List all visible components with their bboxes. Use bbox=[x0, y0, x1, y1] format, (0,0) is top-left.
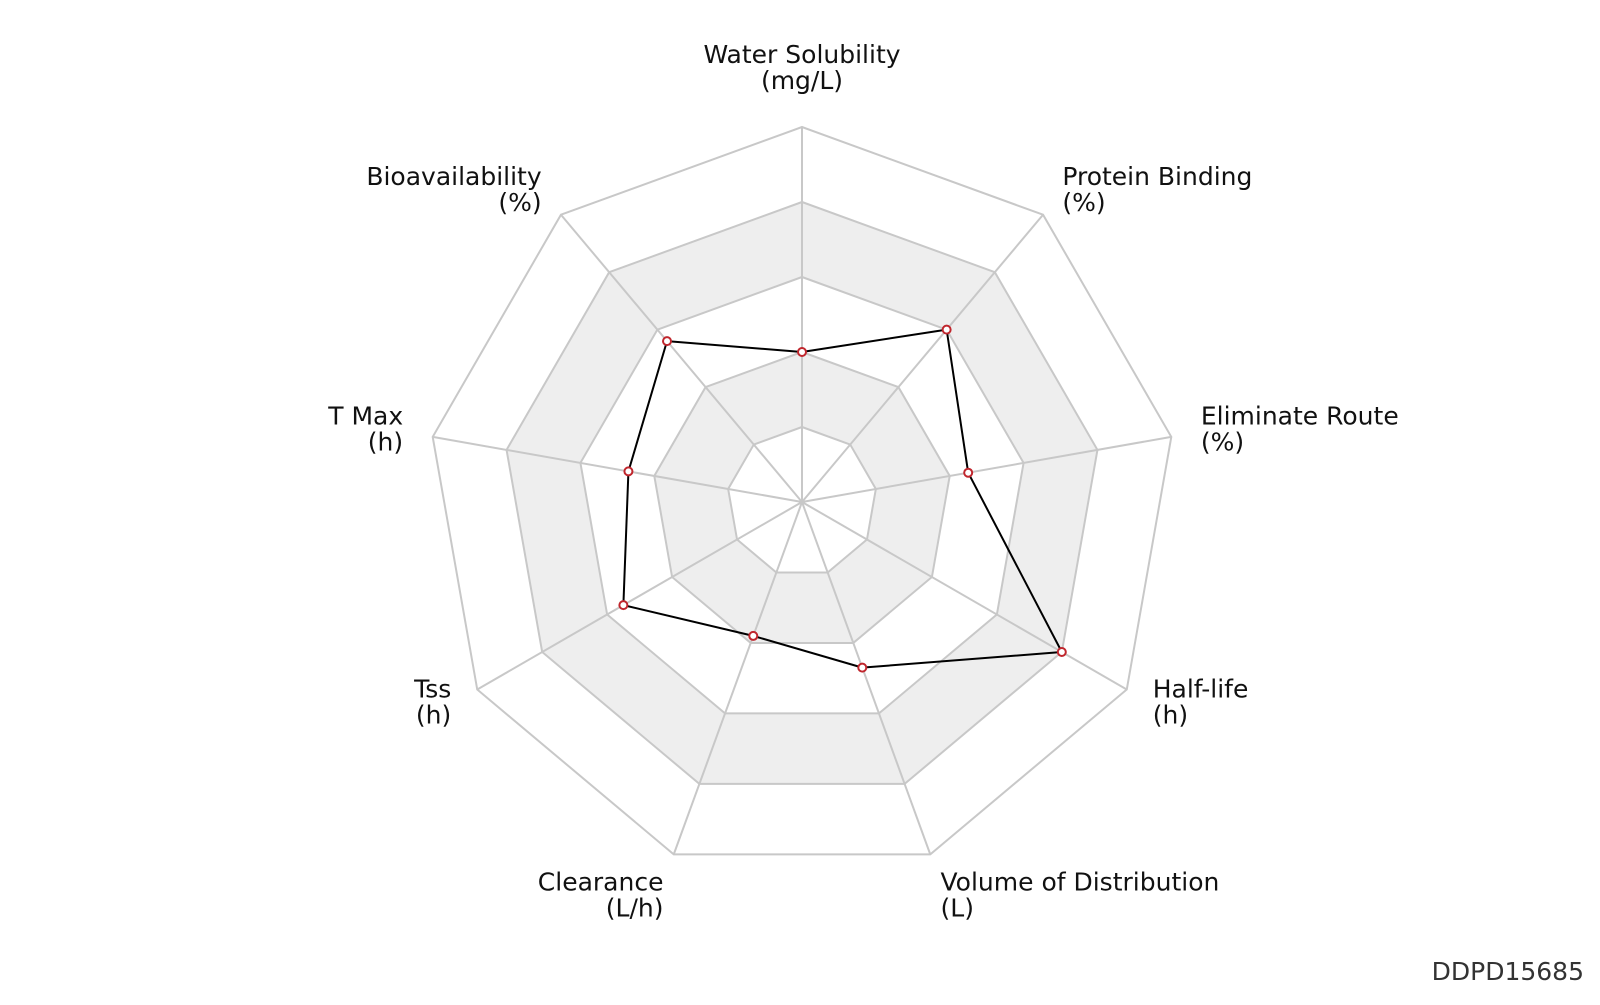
data-point-5 bbox=[857, 662, 868, 673]
data-point-3 bbox=[963, 467, 974, 478]
watermark-id: DDPD15685 bbox=[1431, 957, 1584, 986]
axis-label-name-6: Clearance bbox=[538, 868, 664, 897]
axis-label-9: Bioavailability (%) bbox=[366, 162, 542, 217]
axis-label-unit-2: (%) bbox=[1062, 188, 1105, 217]
axis-spoke-5 bbox=[801, 501, 932, 855]
axis-label-name-2: Protein Binding bbox=[1062, 162, 1252, 191]
data-point-1 bbox=[797, 347, 807, 357]
ring-line-2 bbox=[653, 350, 951, 644]
axis-label-5: Volume of Distribution (L) bbox=[941, 868, 1220, 923]
ring-line-5 bbox=[431, 125, 1173, 856]
axis-label-name-9: Bioavailability bbox=[366, 162, 542, 191]
axis-label-unit-8: (h) bbox=[368, 428, 403, 457]
data-point-8 bbox=[623, 466, 634, 477]
ring-gridlines bbox=[431, 125, 1173, 856]
data-point-6 bbox=[748, 630, 759, 641]
axis-label-unit-3: (%) bbox=[1201, 428, 1244, 457]
data-point-4 bbox=[1056, 647, 1067, 657]
ring-line-3 bbox=[579, 275, 1025, 715]
axis-label-unit-9: (%) bbox=[498, 188, 541, 217]
data-point-9 bbox=[662, 336, 673, 347]
axis-label-name-7: Tss bbox=[413, 675, 451, 704]
axis-label-unit-4: (h) bbox=[1153, 701, 1188, 730]
axis-spoke-7 bbox=[476, 501, 803, 691]
axis-label-name-5: Volume of Distribution bbox=[941, 868, 1220, 897]
axis-spoke-9 bbox=[560, 214, 803, 503]
axis-label-3: Eliminate Route (%) bbox=[1201, 402, 1399, 457]
ring-line-4 bbox=[505, 200, 1099, 785]
axis-label-8: T Max (h) bbox=[327, 402, 403, 457]
axis-spoke-3 bbox=[801, 435, 1172, 503]
axis-label-unit-5: (L) bbox=[941, 894, 974, 923]
axis-label-6: Clearance (L/h) bbox=[538, 868, 664, 923]
ring-line-1 bbox=[727, 425, 877, 574]
axis-label-name-8: T Max bbox=[327, 402, 403, 431]
axis-label-2: Protein Binding (%) bbox=[1062, 162, 1252, 217]
axis-label-name-4: Half-life bbox=[1153, 675, 1249, 704]
axis-spoke-6 bbox=[672, 501, 803, 855]
axis-label-4: Half-life (h) bbox=[1153, 675, 1249, 730]
axis-label-1: Water Solubility (mg/L) bbox=[703, 40, 900, 95]
series-line-1 bbox=[622, 328, 1063, 669]
axis-label-unit-6: (L/h) bbox=[606, 894, 664, 923]
axis-spokes bbox=[432, 127, 1172, 855]
axis-label-name-3: Eliminate Route bbox=[1201, 402, 1399, 431]
data-point-7 bbox=[618, 600, 629, 611]
axis-label-name-1: Water Solubility bbox=[703, 40, 900, 69]
axis-label-7: Tss (h) bbox=[413, 675, 451, 730]
axis-spoke-4 bbox=[801, 501, 1128, 691]
axis-label-unit-1: (mg/L) bbox=[761, 66, 843, 95]
axis-label-unit-7: (h) bbox=[416, 701, 451, 730]
axis-spoke-2 bbox=[801, 214, 1044, 503]
axis-labels: Water Solubility (mg/L)Protein Binding (%)… bbox=[327, 40, 1398, 923]
data-point-2 bbox=[941, 324, 952, 335]
data-series bbox=[618, 324, 1067, 673]
axis-spoke-8 bbox=[432, 435, 803, 503]
